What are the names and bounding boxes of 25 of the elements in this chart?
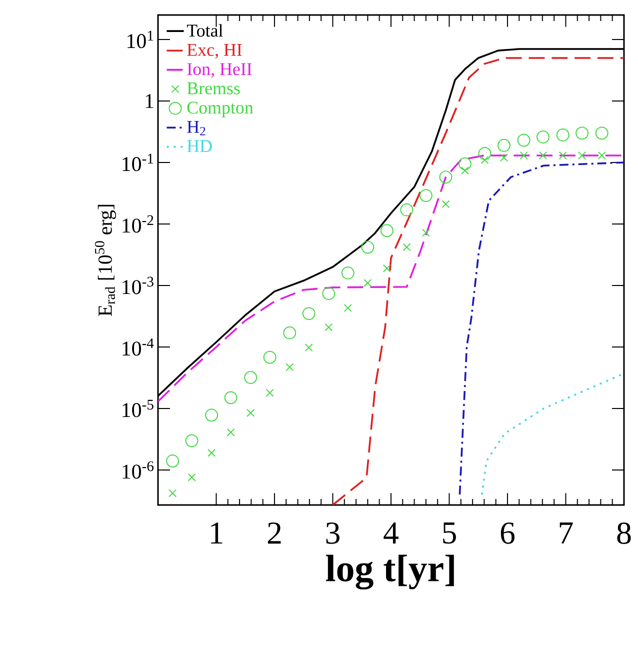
- legend-label: HD: [187, 140, 212, 152]
- x-tick-label: 2: [268, 522, 281, 544]
- legend-label: Total: [186, 24, 223, 37]
- y-axis-title: E$_{rad}$ [10$^{50}$ erg]: [94, 204, 116, 316]
- y-tick-label: 10$^{-6}$: [122, 461, 154, 479]
- legend-label: H$_{2}$: [187, 120, 206, 136]
- x-tick-label: 7: [560, 522, 573, 544]
- y-tick-label: 10$^{-3}$: [122, 276, 154, 294]
- x-tick-label: 6: [500, 522, 515, 544]
- x-tick-label: 8: [617, 522, 631, 544]
- y-tick-label: 10$^{-1}$: [122, 154, 154, 172]
- legend-label: Compton: [187, 102, 254, 118]
- y-tick-label: 10$^{-2}$: [122, 215, 154, 233]
- y-tick-label: 1: [146, 94, 154, 108]
- x-tick-label: 5: [443, 522, 456, 544]
- legend-label: Exc, HI: [187, 44, 242, 58]
- x-tick-label: 4: [384, 522, 398, 544]
- x-tick-label: 1: [211, 522, 222, 544]
- x-axis-title: log t[yr]: [326, 554, 454, 590]
- legend-label: Ion, HeII: [187, 63, 252, 78]
- y-tick-label: 10$^{-4}$: [122, 338, 154, 356]
- x-tick-label: 3: [326, 522, 340, 544]
- y-tick-label: 10$^{1}$: [128, 30, 154, 48]
- y-tick-label: 10$^{-5}$: [122, 400, 154, 418]
- legend-label: Bremss: [187, 82, 240, 94]
